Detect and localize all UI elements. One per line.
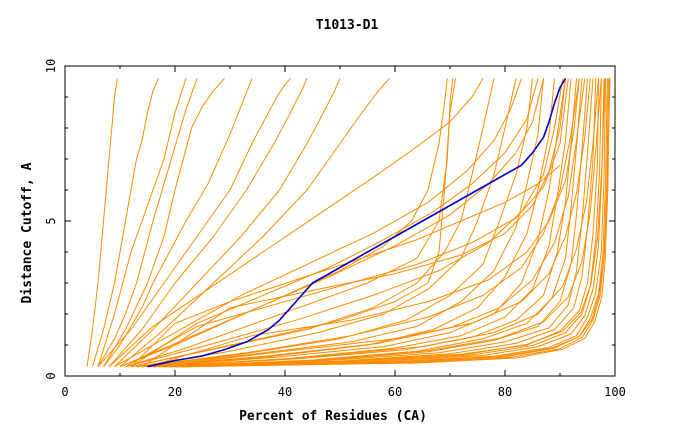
- y-tick-label: 0: [44, 372, 58, 379]
- series-line-m45: [130, 78, 539, 368]
- x-tick-label: 40: [278, 385, 292, 399]
- series-line-m38: [97, 78, 198, 367]
- series-line-m31: [119, 78, 544, 368]
- y-tick-label: 5: [44, 217, 58, 224]
- series-line-m36: [141, 78, 586, 368]
- x-tick-label: 100: [604, 385, 626, 399]
- series-line-m08: [119, 78, 390, 368]
- series-line-m34: [125, 78, 564, 368]
- series-line-m41: [141, 78, 566, 368]
- series-line-m04: [103, 78, 225, 367]
- series-line-m19: [152, 78, 577, 368]
- series-line-m13: [136, 78, 517, 368]
- series-line-m23: [163, 78, 597, 368]
- x-tick-label: 20: [168, 385, 182, 399]
- series-line-m44: [158, 78, 599, 368]
- series-line-m22: [158, 78, 594, 368]
- axis-ticks: [64, 65, 616, 377]
- series-layer: [86, 78, 611, 368]
- series-line-m24: [163, 78, 599, 368]
- series-line-m42: [147, 78, 580, 368]
- series-line-m30: [185, 78, 610, 368]
- tick-labels: 0 20 40 60 80 100 0 5 10: [44, 59, 626, 399]
- series-line-m43: [152, 78, 591, 368]
- series-line-m09: [119, 78, 448, 368]
- series-line-m28: [174, 78, 608, 368]
- series-line-m40: [125, 78, 569, 368]
- y-tick-label: 10: [44, 59, 58, 73]
- series-line-m14: [136, 78, 533, 368]
- series-line-m21: [158, 78, 588, 368]
- x-tick-label: 60: [388, 385, 402, 399]
- series-line-m15: [141, 78, 544, 368]
- series-line-m17: [147, 78, 566, 368]
- series-line-m12: [130, 78, 495, 368]
- series-line-m16: [141, 78, 555, 368]
- series-line-m02: [92, 78, 159, 367]
- series-line-m46: [163, 78, 602, 368]
- series-line-m39: [130, 164, 561, 368]
- series-line-m11: [130, 78, 456, 368]
- series-line-m27: [174, 78, 607, 368]
- highlight-series-line: [147, 77, 567, 368]
- series-line-m33: [108, 78, 484, 368]
- x-tick-label: 0: [61, 385, 68, 399]
- series-line-m37: [103, 78, 253, 368]
- x-tick-label: 80: [498, 385, 512, 399]
- series-line-m47: [169, 78, 606, 368]
- series-line-m01: [86, 78, 118, 367]
- series-line-m06: [108, 78, 308, 368]
- series-line-m07: [114, 78, 341, 368]
- series-line-m48: [180, 78, 611, 368]
- series-line-m05: [97, 78, 291, 368]
- series-line-m35: [136, 78, 580, 368]
- highlight-layer: [147, 77, 567, 368]
- series-line-m25: [169, 78, 602, 368]
- chart-title: T1013-D1: [316, 18, 379, 33]
- y-axis-label: Distance Cutoff, A: [20, 162, 35, 303]
- x-axis-label: Percent of Residues (CA): [239, 409, 427, 424]
- series-line-m03: [97, 78, 187, 367]
- series-line-m26: [169, 78, 605, 368]
- series-line-m32: [114, 78, 522, 368]
